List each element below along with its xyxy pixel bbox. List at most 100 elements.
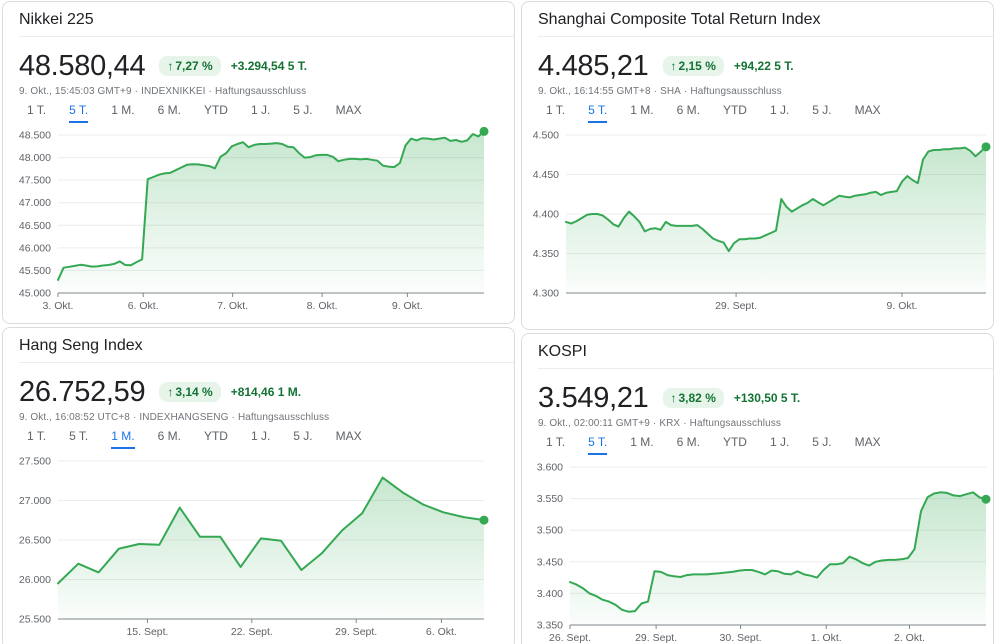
x-axis: 15. Sept. 22. Sept. 29. Sept. 6. Okt. [126,619,457,638]
tab-5t[interactable]: 5 T. [69,104,89,123]
range-tabs: 1 T. 5 T. 1 M. 6 M. YTD 1 J. 5 J. MAX [19,430,498,449]
index-title: Nikkei 225 [19,11,94,28]
svg-text:1. Okt.: 1. Okt. [811,632,842,644]
change-percent: 7,27 % [175,59,213,73]
tab-ytd[interactable]: YTD [722,103,747,117]
tab-1j[interactable]: 1 J. [769,103,790,117]
disclaimer-link[interactable]: Haftungsausschluss [237,412,330,423]
tab-5t[interactable]: 5 T. [588,436,608,455]
svg-text:6. Okt.: 6. Okt. [426,626,457,638]
tab-1t[interactable]: 1 T. [546,435,566,449]
end-dot [981,142,991,152]
change-absolute: +94,22 5 T. [733,59,794,73]
disclaimer-link[interactable]: Haftungsausschluss [214,86,307,97]
range-tabs: 1 T. 5 T. 1 M. 6 M. YTD 1 J. 5 J. MAX [19,104,498,123]
title-divider [19,36,514,37]
tab-1t[interactable]: 1 T. [546,103,566,117]
svg-text:45.500: 45.500 [19,265,51,277]
separator: · [231,412,235,423]
disclaimer-link[interactable]: Haftungsausschluss [690,86,782,97]
title-divider [19,362,514,363]
tab-ytd[interactable]: YTD [203,103,228,117]
panel-shanghai-composite: Shanghai Composite Total Return Index 4.… [521,1,994,330]
tab-1m[interactable]: 1 M. [111,430,135,449]
change-percent-badge: ↑ 3,14 % [159,382,221,402]
price-chart[interactable]: 48.500 48.000 47.500 47.000 46.500 46.000 45.5… [3,127,514,319]
svg-text:3.600: 3.600 [537,462,563,474]
quote-meta: 9. Okt., 16:08:52 UTC+8 · INDEXHANGSENG · Ha… [19,412,498,424]
change-percent-badge: ↑ 3,82 % [662,388,724,408]
tab-max[interactable]: MAX [335,429,362,443]
quote-timestamp: 9. Okt., 02:00:11 GMT+9 [538,418,650,429]
price-line [569,491,987,613]
panel-kospi: KOSPI 3.549,21 ↑ 3,82 % +130,50 5 T. 9. O… [521,333,994,644]
tab-5j[interactable]: 5 J. [812,435,832,449]
tab-6m[interactable]: 6 M. [157,429,181,443]
tab-max[interactable]: MAX [854,103,881,117]
svg-text:3.500: 3.500 [537,525,563,537]
svg-text:3.400: 3.400 [537,588,563,600]
tab-max[interactable]: MAX [854,435,881,449]
change-absolute: +130,50 5 T. [733,391,801,405]
separator: · [652,418,657,429]
svg-text:26.000: 26.000 [19,574,51,586]
tab-1m[interactable]: 1 M. [630,435,654,449]
exchange-code: SHA [660,86,681,97]
tab-5j[interactable]: 5 J. [293,103,313,117]
tab-5j[interactable]: 5 J. [293,429,313,443]
quote-timestamp: 9. Okt., 15:45:03 GMT+9 [19,86,132,97]
tab-1m[interactable]: 1 M. [630,103,654,117]
tab-6m[interactable]: 6 M. [676,435,700,449]
svg-text:29. Sept.: 29. Sept. [715,300,757,312]
change-absolute: +3.294,54 5 T. [230,59,308,73]
tab-1j[interactable]: 1 J. [250,429,271,443]
svg-text:4.400: 4.400 [533,209,559,221]
tab-5t[interactable]: 5 T. [588,104,608,123]
up-arrow-icon: ↑ [167,385,174,399]
tab-1j[interactable]: 1 J. [250,103,271,117]
tab-1m[interactable]: 1 M. [111,103,135,117]
svg-text:3.550: 3.550 [537,493,563,505]
svg-text:22. Sept.: 22. Sept. [231,626,273,638]
svg-text:26.500: 26.500 [19,535,51,547]
svg-text:4.450: 4.450 [533,169,559,181]
up-arrow-icon: ↑ [670,59,677,73]
svg-text:29. Sept.: 29. Sept. [335,626,377,638]
svg-text:3. Okt.: 3. Okt. [43,300,74,312]
svg-text:4.300: 4.300 [533,288,559,300]
price-chart[interactable]: 4.500 4.450 4.400 4.350 4.300 29. Sept. 9. Okt… [522,127,993,319]
tab-ytd[interactable]: YTD [722,435,747,449]
disclaimer-link[interactable]: Haftungsausschluss [689,418,781,429]
tab-1j[interactable]: 1 J. [769,435,790,449]
svg-text:30. Sept.: 30. Sept. [720,632,762,644]
separator: · [653,86,658,97]
price-row: 48.580,44 ↑ 7,27 % +3.294,54 5 T. [19,49,498,83]
price-row: 3.549,21 ↑ 3,82 % +130,50 5 T. [538,381,977,415]
tab-6m[interactable]: 6 M. [157,103,181,117]
separator: · [683,418,687,429]
up-arrow-icon: ↑ [670,391,677,405]
svg-text:3.450: 3.450 [537,556,563,568]
tab-1t[interactable]: 1 T. [27,429,47,443]
svg-text:8. Okt.: 8. Okt. [307,300,338,312]
svg-text:27.500: 27.500 [19,456,51,468]
tab-5t[interactable]: 5 T. [69,429,89,443]
tab-max[interactable]: MAX [335,103,362,117]
panel-nikkei-225: Nikkei 225 48.580,44 ↑ 7,27 % +3.294,54 5… [2,1,515,324]
tab-5j[interactable]: 5 J. [812,103,832,117]
tab-6m[interactable]: 6 M. [676,103,700,117]
svg-text:26. Sept.: 26. Sept. [549,632,591,644]
separator: · [208,86,212,97]
change-percent: 3,14 % [175,385,213,399]
tab-1t[interactable]: 1 T. [27,103,47,117]
svg-text:6. Okt.: 6. Okt. [128,300,159,312]
separator: · [683,86,688,97]
price-chart[interactable]: 27.500 27.000 26.500 26.000 25.500 15. Sept. 2… [3,453,514,644]
quote-timestamp: 9. Okt., 16:14:55 GMT+8 [538,86,651,97]
svg-text:45.000: 45.000 [19,288,51,300]
svg-text:15. Sept.: 15. Sept. [126,626,168,638]
x-axis: 29. Sept. 9. Okt. [715,293,917,312]
price-row: 4.485,21 ↑ 2,15 % +94,22 5 T. [538,49,977,83]
tab-ytd[interactable]: YTD [203,429,228,443]
